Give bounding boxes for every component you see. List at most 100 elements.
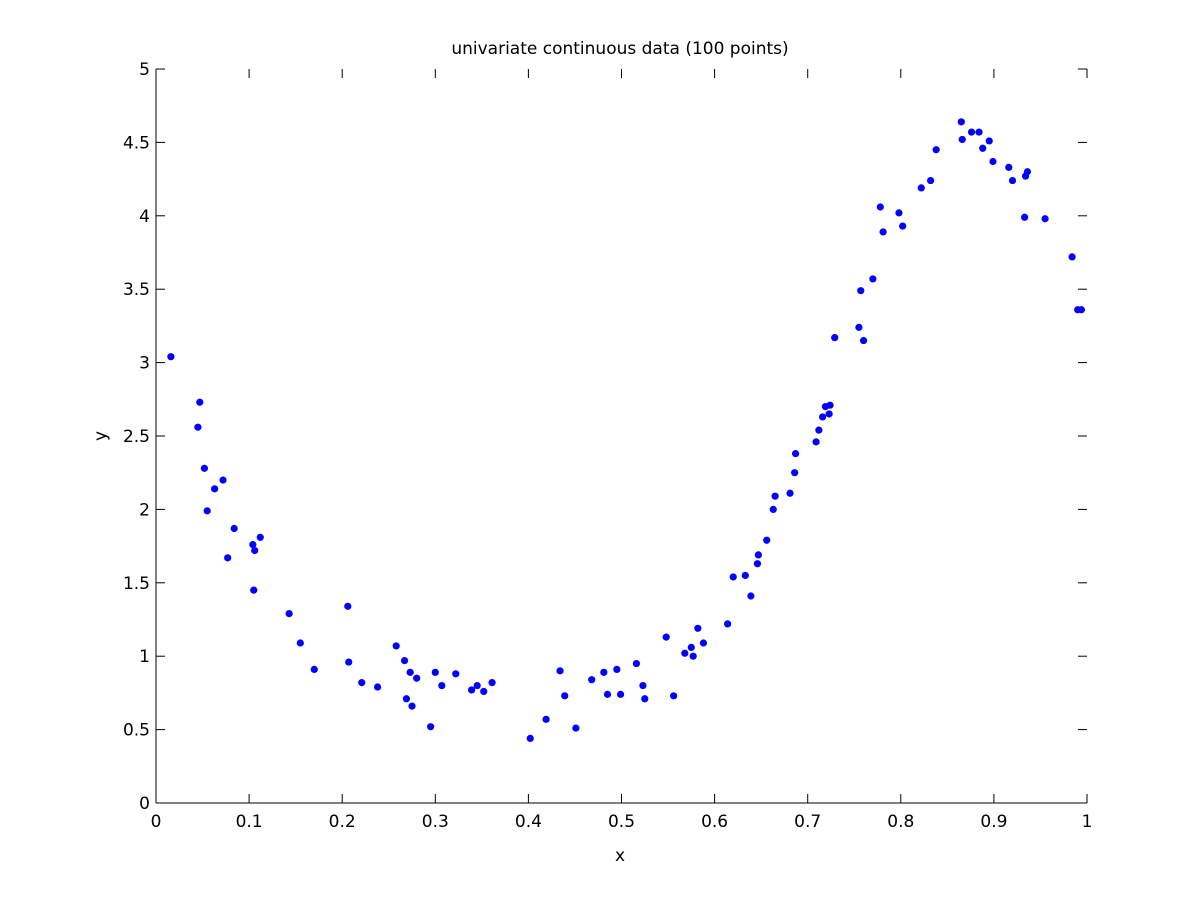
data-point: [917, 184, 925, 192]
data-point: [926, 176, 935, 185]
data-point: [406, 668, 414, 676]
data-point: [786, 489, 794, 497]
data-point: [826, 401, 834, 409]
data-point: [203, 507, 211, 515]
data-point: [859, 336, 868, 345]
data-point: [1005, 163, 1013, 171]
y-tick-label: 2: [139, 500, 150, 520]
data-point: [975, 128, 983, 136]
data-point: [857, 287, 865, 295]
data-point: [639, 681, 647, 690]
data-point: [1023, 168, 1032, 176]
data-point: [167, 353, 175, 361]
data-point: [613, 665, 621, 674]
data-point: [1041, 215, 1049, 223]
axes: 0 0.1 0.2 0.3 0.4 0.5 0.6 0.7 0.8 0.9 1 0 0.5 1 1.5 2 2.…: [123, 60, 1092, 832]
data-point: [989, 157, 997, 166]
data-point: [402, 695, 411, 703]
data-point: [670, 692, 678, 700]
data-point: [958, 135, 966, 144]
data-point: [741, 571, 749, 580]
data-point: [373, 683, 382, 691]
data-point: [251, 546, 259, 555]
data-point: [815, 426, 823, 434]
data-point: [1077, 306, 1086, 314]
data-point: [488, 679, 496, 687]
data-point: [600, 668, 608, 676]
data-point: [452, 670, 460, 678]
y-tick-label: 3.5: [123, 280, 150, 300]
x-tick-label: 0.5: [608, 812, 635, 832]
data-point: [408, 702, 416, 710]
data-point: [681, 649, 689, 657]
data-point: [694, 624, 702, 632]
data-point: [763, 536, 771, 544]
data-point: [855, 323, 863, 331]
y-tick-label: 1: [139, 647, 150, 667]
y-tick-label: 1.5: [123, 574, 150, 594]
data-point: [869, 275, 877, 283]
data-point: [603, 690, 612, 698]
data-point: [427, 723, 435, 731]
x-tick-label: 0.6: [701, 812, 728, 832]
data-point: [754, 551, 762, 559]
data-point: [392, 642, 400, 650]
data-point: [480, 687, 488, 696]
y-tick-label: 0: [139, 794, 150, 814]
data-point: [468, 686, 476, 694]
data-point: [556, 667, 564, 675]
data-point: [250, 586, 258, 594]
y-tick-label: 5: [139, 60, 150, 80]
data-point: [985, 137, 993, 145]
data-point: [724, 620, 732, 628]
x-tick-label: 0: [151, 812, 162, 832]
data-point: [616, 690, 625, 698]
y-tick-label: 4: [139, 207, 150, 227]
data-point: [1068, 253, 1076, 261]
data-point: [345, 658, 353, 666]
data-point: [632, 659, 640, 668]
data-point: [812, 438, 820, 446]
x-tick-label: 0.4: [515, 812, 542, 832]
data-point: [413, 674, 421, 682]
y-tick-label: 4.5: [123, 133, 150, 153]
data-point: [438, 681, 446, 690]
x-tick-label: 0.9: [980, 812, 1007, 832]
data-point: [561, 692, 569, 700]
data-point: [689, 652, 697, 660]
data-point: [296, 639, 304, 647]
data-point: [285, 610, 293, 618]
data-point: [542, 715, 550, 723]
y-tick-label: 0.5: [123, 721, 150, 741]
data-point: [967, 128, 976, 136]
x-tick-label: 0.7: [794, 812, 821, 832]
data-point: [791, 450, 800, 458]
data-point: [196, 398, 204, 406]
data-point: [1008, 176, 1017, 185]
data-point: [249, 541, 257, 549]
x-tick-label: 0.1: [236, 812, 263, 832]
data-point: [572, 724, 580, 732]
data-point: [932, 146, 940, 154]
data-point: [194, 423, 202, 431]
data-point: [219, 476, 227, 484]
data-point: [256, 533, 264, 541]
data-point: [825, 410, 833, 418]
data-point: [1021, 213, 1029, 221]
data-point: [526, 734, 534, 743]
data-point: [831, 334, 839, 342]
data-point: [310, 665, 318, 674]
y-axis-label: y: [91, 431, 111, 441]
data-point: [358, 679, 366, 687]
data-point: [957, 118, 965, 126]
data-point: [588, 676, 596, 684]
data-point: [899, 222, 907, 230]
data-point: [473, 681, 481, 690]
data-point: [200, 464, 209, 472]
data-point: [747, 592, 755, 600]
data-points: [167, 118, 1086, 743]
data-point: [230, 524, 238, 533]
plot-area: [156, 69, 1087, 803]
data-point: [729, 573, 737, 581]
data-point: [400, 657, 409, 665]
